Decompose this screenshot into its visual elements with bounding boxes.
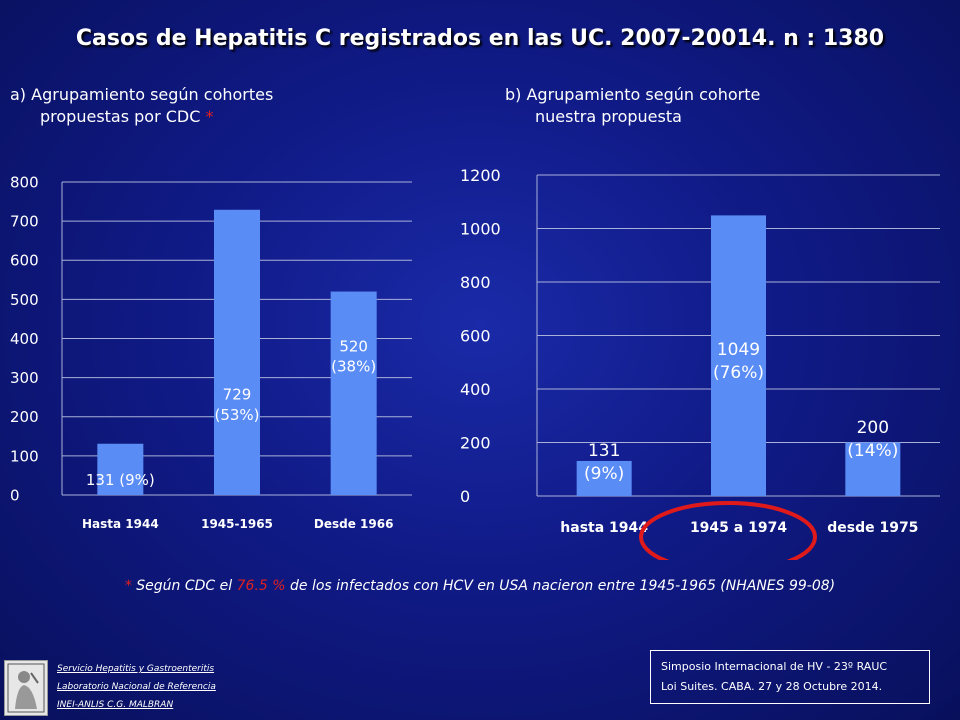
subtitle-b-line1: b) Agrupamiento según cohorte — [505, 85, 761, 104]
y-tick-label: 200 — [460, 433, 491, 452]
subtitle-b: b) Agrupamiento según cohorte nuestra pr… — [505, 84, 760, 128]
y-tick-label: 100 — [10, 447, 39, 465]
bar — [576, 460, 632, 496]
chart-a: 0 100 200 300 400 500 600 700 800 Hasta 1944 131 (… — [10, 173, 412, 531]
footnote-part1: Según CDC el — [136, 578, 233, 594]
bar — [845, 442, 901, 496]
bar — [214, 209, 260, 495]
data-label: 520 — [339, 337, 368, 355]
y-tick-label: 800 — [460, 273, 491, 292]
data-label: (38%) — [331, 358, 376, 376]
x-tick-label: 1945-1965 — [201, 517, 273, 531]
footnote: * Según CDC el 76.5 % de los infectados … — [0, 578, 960, 594]
y-tick-label: 500 — [10, 291, 39, 309]
subtitle-a-line2: propuestas por CDC — [40, 107, 201, 126]
bar — [97, 443, 144, 495]
y-tick-label: 1200 — [460, 166, 501, 185]
subtitle-b-line2: nuestra propuesta — [535, 107, 682, 126]
institution-logo — [4, 660, 48, 716]
y-tick-label: 400 — [10, 330, 39, 348]
data-label: 200 — [857, 418, 889, 438]
y-tick-label: 600 — [460, 326, 491, 345]
y-tick-label: 1000 — [460, 219, 501, 238]
y-tick-label: 0 — [460, 487, 470, 506]
y-tick-label: 700 — [10, 213, 39, 231]
data-label: (76%) — [713, 363, 764, 383]
bar — [711, 215, 766, 496]
x-tick-label: hasta 1944 — [560, 520, 648, 536]
x-tick-label: 1945 a 1974 — [690, 520, 787, 536]
highlight-ellipse — [639, 501, 817, 560]
data-label: 131 (9%) — [86, 471, 155, 489]
credit-line: INEI-ANLIS C.G. MALBRAN — [57, 700, 174, 710]
y-tick-label: 200 — [10, 408, 39, 426]
y-tick-label: 800 — [10, 173, 39, 191]
event-line: Loi Suites. CABA. 27 y 28 Octubre 2014. — [661, 680, 883, 693]
event-info-box: Simposio Internacional de HV - 23º RAUC … — [650, 650, 930, 704]
y-tick-label: 600 — [10, 252, 39, 270]
footnote-pct: 76.5 % — [236, 578, 286, 594]
data-label: 131 — [588, 441, 620, 461]
y-tick-label: 300 — [10, 369, 39, 387]
y-tick-label: 400 — [460, 380, 491, 399]
data-label: 1049 — [717, 340, 760, 360]
data-label: (53%) — [214, 406, 259, 424]
subtitle-a-line1: a) Agrupamiento según cohortes — [10, 85, 274, 104]
chart-b: 0 200 400 600 800 1000 1200 hasta 1944 131 (9%) 19… — [460, 166, 940, 560]
data-label: (14%) — [847, 441, 898, 461]
data-label: (9%) — [584, 464, 624, 484]
credit-line: Laboratorio Nacional de Referencia — [57, 682, 216, 692]
event-line: Simposio Internacional de HV - 23º RAUC — [661, 660, 888, 673]
credits: Servicio Hepatitis y Gastroenteritis Lab… — [57, 660, 216, 714]
x-tick-label: Desde 1966 — [314, 517, 394, 531]
footnote-star: * — [124, 578, 132, 594]
logo-figure-icon — [7, 663, 45, 713]
x-tick-label: desde 1975 — [827, 520, 918, 536]
subtitle-a-star: * — [205, 107, 214, 126]
bar — [330, 291, 377, 495]
x-tick-label: Hasta 1944 — [82, 517, 159, 531]
credit-line: Servicio Hepatitis y Gastroenteritis — [57, 664, 215, 674]
page-title: Casos de Hepatitis C registrados en las … — [75, 26, 885, 51]
y-tick-label: 0 — [10, 486, 20, 504]
subtitle-a: a) Agrupamiento según cohortes propuesta… — [10, 84, 273, 128]
footnote-part2: de los infectados con HCV en USA naciero… — [290, 578, 836, 594]
data-label: 729 — [223, 386, 252, 404]
